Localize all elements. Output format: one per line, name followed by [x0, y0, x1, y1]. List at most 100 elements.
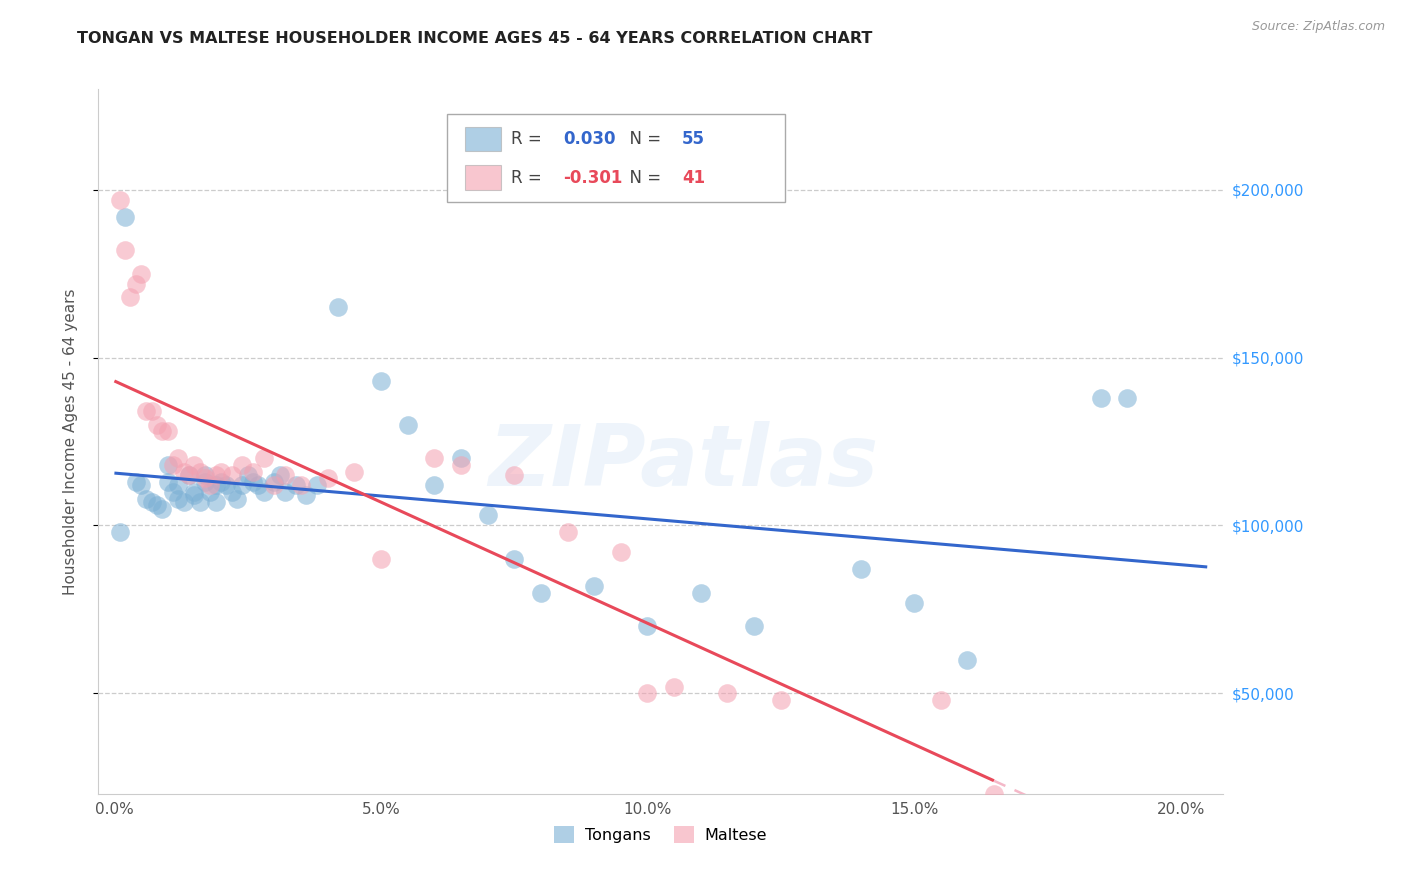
- Point: [108, 525, 131, 540]
- Point: [637, 686, 659, 700]
- Point: [903, 596, 925, 610]
- Text: R =: R =: [512, 169, 547, 187]
- Point: [108, 193, 131, 207]
- Point: [183, 458, 205, 472]
- Point: [167, 491, 190, 506]
- Text: Source: ZipAtlas.com: Source: ZipAtlas.com: [1251, 20, 1385, 33]
- Point: [183, 484, 205, 499]
- Point: [135, 491, 157, 506]
- Point: [370, 374, 392, 388]
- Point: [125, 277, 148, 291]
- Point: [557, 525, 579, 540]
- Point: [156, 475, 179, 489]
- Point: [167, 451, 190, 466]
- Point: [316, 471, 339, 485]
- Point: [173, 465, 195, 479]
- Point: [125, 475, 148, 489]
- Point: [423, 478, 446, 492]
- Text: ZIPatlas: ZIPatlas: [488, 421, 879, 504]
- Point: [146, 498, 169, 512]
- Point: [194, 468, 217, 483]
- Point: [209, 475, 232, 489]
- Point: [503, 468, 526, 483]
- Point: [1116, 391, 1139, 405]
- Point: [295, 488, 318, 502]
- Text: 55: 55: [682, 130, 706, 148]
- Point: [242, 465, 264, 479]
- Point: [215, 478, 238, 492]
- Point: [305, 478, 328, 492]
- Point: [167, 478, 190, 492]
- Point: [530, 585, 553, 599]
- Point: [274, 484, 297, 499]
- Point: [742, 619, 765, 633]
- Point: [129, 478, 152, 492]
- Point: [135, 404, 157, 418]
- Point: [200, 478, 222, 492]
- Point: [929, 693, 952, 707]
- Point: [662, 680, 685, 694]
- Point: [141, 495, 163, 509]
- Point: [343, 465, 366, 479]
- Point: [177, 468, 200, 483]
- Point: [231, 478, 253, 492]
- Point: [247, 478, 270, 492]
- Point: [204, 468, 226, 483]
- Point: [242, 475, 264, 489]
- Point: [204, 478, 226, 492]
- Point: [956, 653, 979, 667]
- Point: [231, 458, 253, 472]
- Point: [284, 478, 307, 492]
- Point: [253, 451, 276, 466]
- Point: [194, 471, 217, 485]
- Point: [583, 579, 606, 593]
- Point: [200, 484, 222, 499]
- Text: 0.030: 0.030: [562, 130, 616, 148]
- Point: [141, 404, 163, 418]
- Point: [236, 468, 259, 483]
- Point: [263, 475, 285, 489]
- Point: [209, 465, 232, 479]
- Point: [114, 210, 136, 224]
- Text: R =: R =: [512, 130, 547, 148]
- Point: [450, 458, 472, 472]
- Point: [610, 545, 633, 559]
- Point: [194, 475, 217, 489]
- Point: [173, 495, 195, 509]
- Y-axis label: Householder Income Ages 45 - 64 years: Householder Income Ages 45 - 64 years: [63, 288, 77, 595]
- Point: [188, 495, 211, 509]
- Point: [150, 425, 173, 439]
- FancyBboxPatch shape: [447, 114, 785, 202]
- Point: [396, 417, 419, 432]
- Point: [983, 787, 1005, 801]
- Point: [503, 552, 526, 566]
- Point: [849, 562, 872, 576]
- FancyBboxPatch shape: [465, 127, 501, 152]
- Point: [689, 585, 711, 599]
- Point: [129, 267, 152, 281]
- Point: [150, 501, 173, 516]
- Point: [290, 478, 312, 492]
- Point: [263, 478, 285, 492]
- Point: [177, 468, 200, 483]
- Point: [156, 458, 179, 472]
- Point: [188, 465, 211, 479]
- Point: [769, 693, 792, 707]
- Point: [226, 491, 249, 506]
- Point: [156, 425, 179, 439]
- Point: [274, 468, 297, 483]
- Point: [162, 484, 184, 499]
- FancyBboxPatch shape: [465, 166, 501, 190]
- Text: 41: 41: [682, 169, 706, 187]
- Point: [1090, 391, 1112, 405]
- Point: [253, 484, 276, 499]
- Point: [146, 417, 169, 432]
- Point: [204, 495, 226, 509]
- Legend: Tongans, Maltese: Tongans, Maltese: [548, 820, 773, 849]
- Point: [328, 301, 350, 315]
- Point: [120, 290, 142, 304]
- Text: N =: N =: [619, 130, 666, 148]
- Text: N =: N =: [619, 169, 666, 187]
- Point: [183, 488, 205, 502]
- Point: [370, 552, 392, 566]
